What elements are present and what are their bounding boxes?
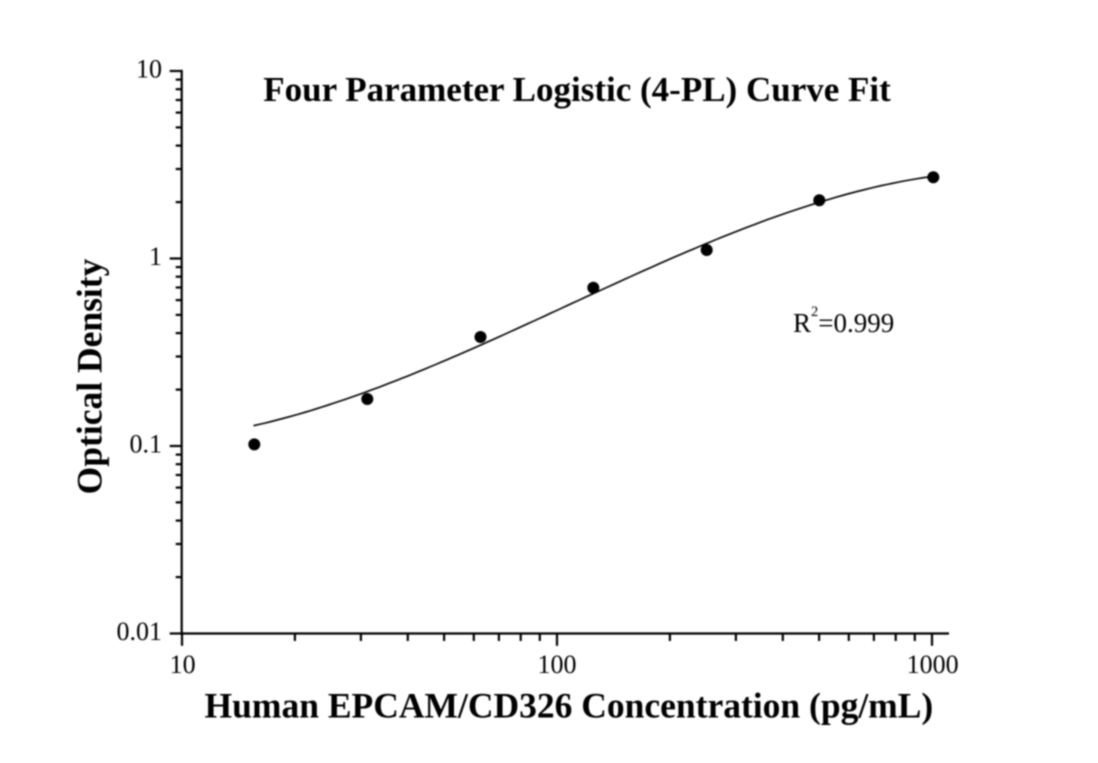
svg-text:0.01: 0.01 — [117, 617, 163, 646]
svg-text:Human EPCAM/CD326 Concentratio: Human EPCAM/CD326 Concentration (pg/mL) — [205, 686, 934, 726]
svg-text:10: 10 — [136, 55, 162, 84]
svg-text:100: 100 — [538, 650, 577, 679]
svg-text:Optical Density: Optical Density — [70, 258, 110, 494]
svg-text:0.1: 0.1 — [130, 430, 163, 459]
svg-text:1: 1 — [149, 242, 162, 271]
svg-text:R2=0.999: R2=0.999 — [793, 304, 894, 338]
svg-text:10: 10 — [170, 650, 196, 679]
svg-text:Four Parameter Logistic (4-PL): Four Parameter Logistic (4-PL) Curve Fit — [263, 70, 891, 109]
svg-text:1000: 1000 — [907, 650, 959, 679]
